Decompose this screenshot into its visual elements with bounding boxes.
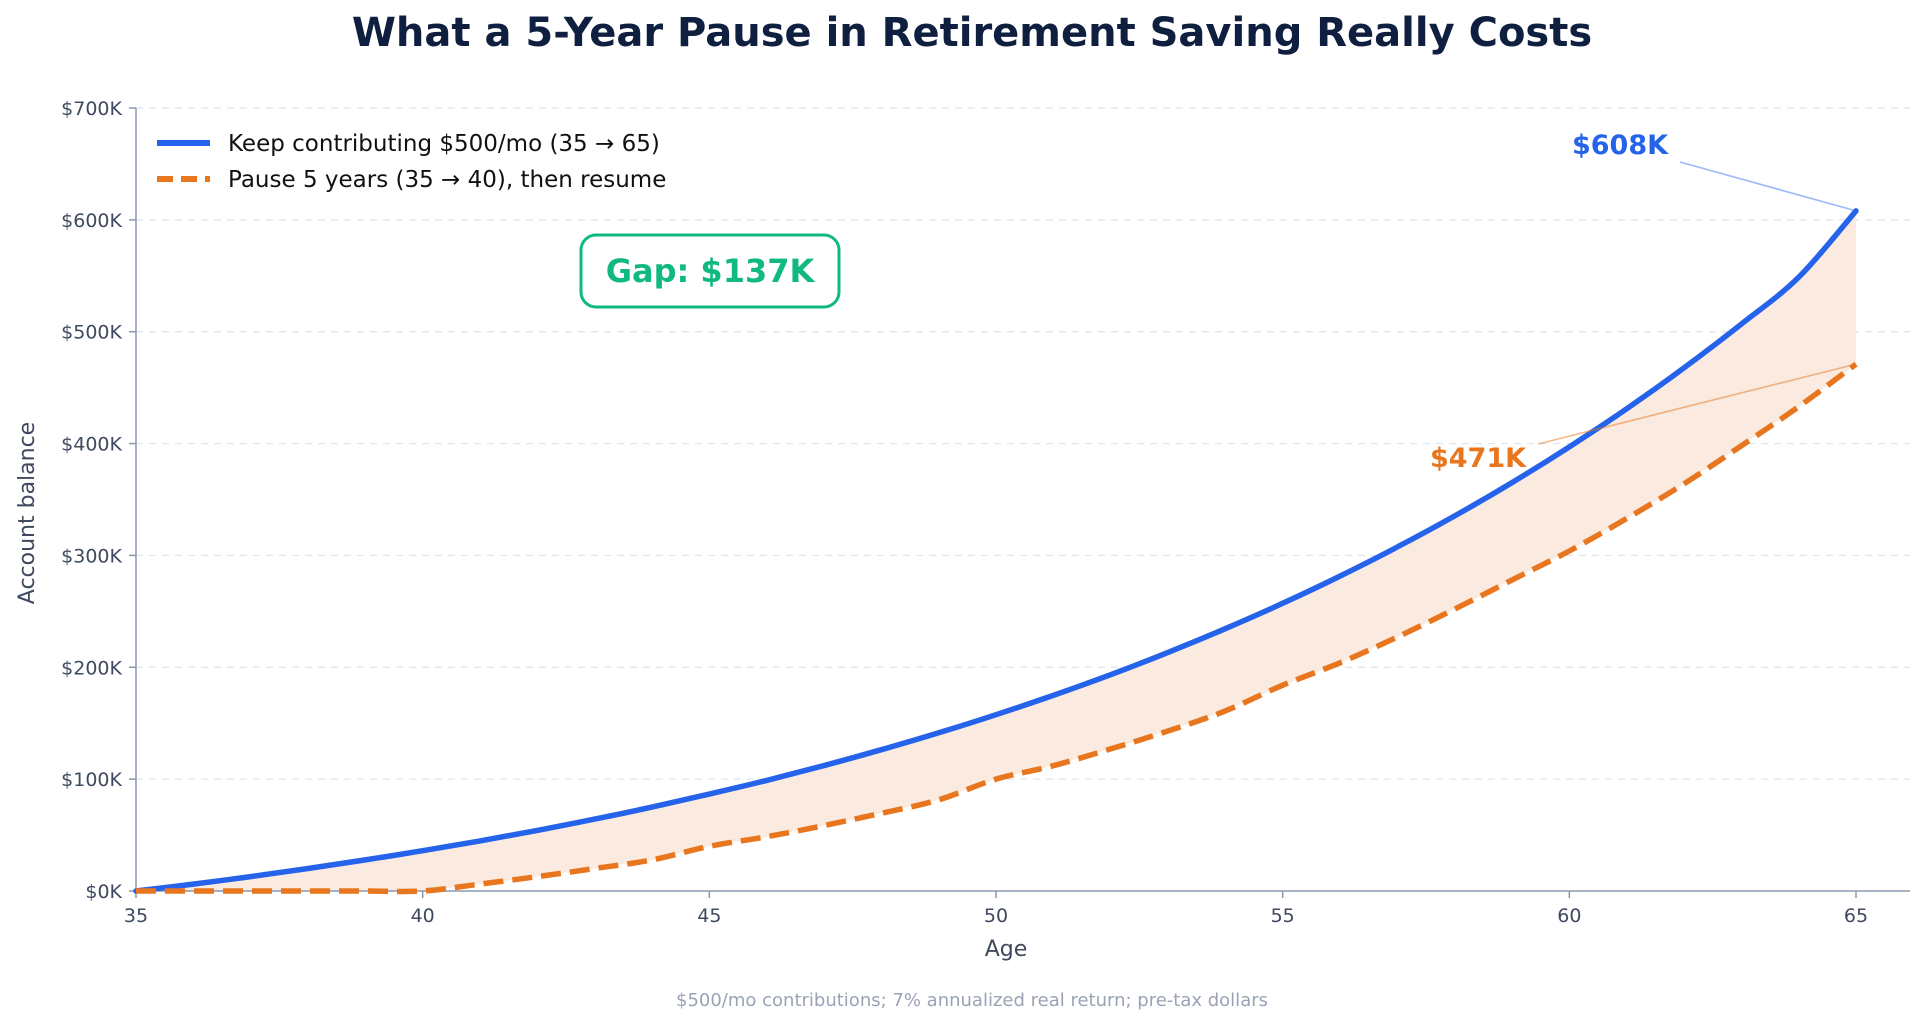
chart-title: What a 5-Year Pause in Retirement Saving… <box>352 10 1592 56</box>
legend-label-keep: Keep contributing $500/mo (35 → 65) <box>228 131 660 157</box>
footnote: $500/mo contributions; 7% annualized rea… <box>676 990 1268 1011</box>
y-tick-label: $600K <box>61 210 122 232</box>
x-tick-label: 55 <box>1271 905 1295 927</box>
gap-callout: Gap: $137K <box>579 233 841 309</box>
x-tick-label: 65 <box>1844 905 1868 927</box>
x-tick-label: 50 <box>984 905 1008 927</box>
legend: Keep contributing $500/mo (35 → 65) Paus… <box>157 131 666 193</box>
pause-end-leader-line <box>1537 363 1857 445</box>
gap-callout-text: Gap: $137K <box>606 252 816 290</box>
y-tick-label: $100K <box>61 769 122 791</box>
gap-area <box>136 210 1856 891</box>
y-tick-label: $400K <box>61 434 122 456</box>
x-axis-ticks: 35 40 45 50 55 60 65 <box>124 891 1868 927</box>
y-tick-label: $0K <box>85 881 122 903</box>
pause-end-value-label: $471K <box>1430 443 1527 474</box>
y-tick-label: $500K <box>61 322 122 344</box>
legend-label-pause: Pause 5 years (35 → 40), then resume <box>228 167 666 193</box>
x-axis-label: Age <box>985 937 1028 962</box>
series-line-pause-5-years <box>135 361 1858 895</box>
keep-end-value-label: $608K <box>1572 130 1669 161</box>
x-tick-label: 35 <box>124 905 148 927</box>
series-line-keep-contributing <box>133 208 1859 894</box>
x-tick-label: 40 <box>411 905 435 927</box>
x-tick-label: 60 <box>1557 905 1581 927</box>
y-tick-label: $200K <box>61 657 122 679</box>
y-axis-ticks: $0K $100K $200K $300K $400K $500K $600K $700K <box>61 98 136 903</box>
keep-end-leader-line <box>1679 161 1857 212</box>
y-tick-label: $300K <box>61 545 122 567</box>
y-tick-label: $700K <box>61 98 122 120</box>
gap-callout-box <box>579 233 841 309</box>
y-axis-label: Account balance <box>15 422 40 604</box>
gridlines <box>136 107 1910 780</box>
x-tick-label: 45 <box>697 905 721 927</box>
